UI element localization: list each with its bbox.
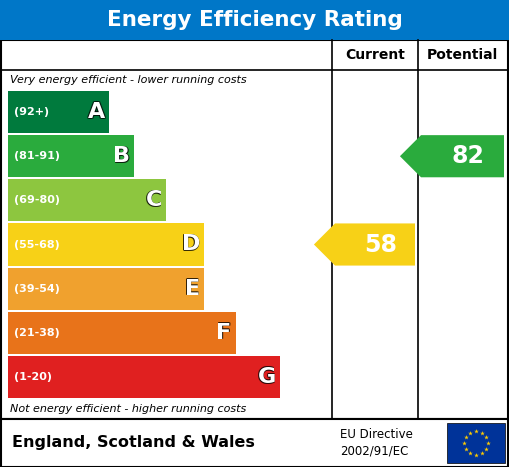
- Text: D: D: [182, 235, 201, 255]
- Text: F: F: [216, 324, 232, 344]
- Text: E: E: [185, 279, 201, 298]
- Text: 82: 82: [451, 144, 484, 168]
- Text: F: F: [216, 322, 231, 342]
- Polygon shape: [8, 223, 204, 266]
- Text: (69-80): (69-80): [14, 195, 60, 205]
- Text: B: B: [114, 147, 130, 167]
- Text: E: E: [184, 279, 199, 298]
- Text: E: E: [185, 279, 200, 299]
- Text: A: A: [87, 102, 104, 122]
- Text: G: G: [258, 368, 276, 388]
- Text: B: B: [114, 146, 131, 166]
- Text: E: E: [185, 279, 200, 298]
- Text: (39-54): (39-54): [14, 283, 60, 294]
- Text: F: F: [216, 324, 231, 344]
- Text: (55-68): (55-68): [14, 240, 60, 249]
- Text: A: A: [89, 102, 106, 122]
- Text: (1-20): (1-20): [14, 372, 52, 382]
- Text: D: D: [182, 234, 200, 254]
- Text: B: B: [112, 146, 130, 165]
- Text: D: D: [182, 234, 201, 255]
- Text: G: G: [258, 367, 276, 387]
- Text: E: E: [184, 278, 199, 298]
- Polygon shape: [314, 223, 415, 266]
- Text: D: D: [182, 234, 201, 254]
- Text: E: E: [185, 278, 200, 298]
- Text: C: C: [146, 191, 163, 210]
- Text: E: E: [184, 279, 199, 299]
- Text: A: A: [89, 101, 106, 121]
- Text: C: C: [145, 191, 161, 210]
- Text: C: C: [146, 191, 162, 210]
- Text: G: G: [258, 368, 276, 388]
- Text: England, Scotland & Wales: England, Scotland & Wales: [12, 436, 255, 451]
- Text: Energy Efficiency Rating: Energy Efficiency Rating: [106, 10, 403, 30]
- Text: G: G: [258, 367, 276, 387]
- Text: F: F: [216, 323, 231, 343]
- Text: D: D: [181, 235, 199, 255]
- Text: B: B: [114, 146, 130, 165]
- Text: F: F: [216, 323, 232, 343]
- Text: A: A: [88, 103, 105, 123]
- Text: G: G: [258, 366, 276, 386]
- Text: D: D: [182, 234, 200, 255]
- Text: B: B: [114, 147, 131, 167]
- Text: D: D: [182, 235, 200, 255]
- Text: Not energy efficient - higher running costs: Not energy efficient - higher running co…: [10, 404, 246, 414]
- Polygon shape: [8, 356, 280, 398]
- Text: Potential: Potential: [427, 48, 498, 62]
- Text: A: A: [87, 103, 104, 123]
- Text: B: B: [114, 146, 131, 165]
- Text: C: C: [145, 190, 161, 210]
- Text: B: B: [112, 147, 130, 167]
- Polygon shape: [8, 268, 204, 310]
- Text: (81-91): (81-91): [14, 151, 60, 161]
- Text: A: A: [89, 103, 106, 123]
- Text: F: F: [217, 324, 232, 344]
- Text: (21-38): (21-38): [14, 328, 60, 338]
- Text: C: C: [146, 190, 163, 210]
- Polygon shape: [400, 135, 504, 177]
- Text: C: C: [146, 191, 162, 211]
- Polygon shape: [8, 179, 166, 221]
- Polygon shape: [8, 311, 236, 354]
- Text: EU Directive
2002/91/EC: EU Directive 2002/91/EC: [340, 428, 413, 458]
- Bar: [1, 40, 508, 419]
- Text: E: E: [185, 278, 201, 298]
- Text: F: F: [217, 322, 232, 342]
- Text: C: C: [146, 190, 162, 210]
- Text: F: F: [217, 323, 232, 343]
- Text: (92+): (92+): [14, 107, 49, 117]
- Text: G: G: [257, 366, 275, 386]
- Polygon shape: [8, 91, 109, 133]
- Text: A: A: [88, 102, 105, 122]
- Bar: [1, 419, 508, 467]
- Text: D: D: [181, 234, 199, 254]
- Text: 58: 58: [364, 233, 397, 256]
- Text: G: G: [257, 367, 275, 387]
- Text: E: E: [185, 279, 201, 299]
- Text: F: F: [216, 322, 232, 342]
- Text: B: B: [112, 146, 130, 166]
- Text: C: C: [145, 191, 161, 211]
- Text: C: C: [146, 191, 163, 211]
- Text: Very energy efficient - lower running costs: Very energy efficient - lower running co…: [10, 75, 247, 85]
- Text: Current: Current: [345, 48, 405, 62]
- Text: A: A: [87, 101, 104, 121]
- Bar: [0, 0, 509, 40]
- Bar: [447, 423, 505, 463]
- Text: G: G: [258, 366, 276, 386]
- Polygon shape: [8, 135, 134, 177]
- Text: G: G: [257, 368, 275, 388]
- Text: D: D: [181, 234, 199, 255]
- Text: B: B: [114, 146, 130, 166]
- Text: A: A: [88, 101, 105, 121]
